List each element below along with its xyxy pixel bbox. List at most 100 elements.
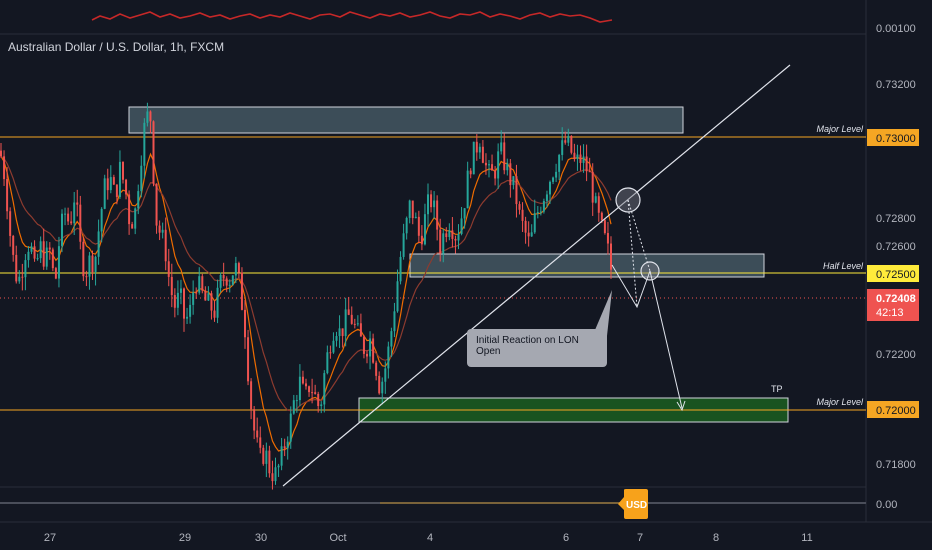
half-level-badge: [867, 265, 919, 282]
candle-body: [411, 200, 414, 219]
candle-body: [536, 212, 539, 214]
time-tick: 30: [255, 532, 267, 544]
candle-body: [237, 263, 240, 273]
candle-body: [30, 246, 33, 252]
major-level-value-top: 0.73000: [876, 133, 916, 145]
annotation-note-text: Initial Reaction on LON Open: [476, 335, 579, 357]
candle-body: [594, 196, 597, 203]
resistance-zone[interactable]: [128, 106, 684, 134]
candle-body: [173, 295, 176, 308]
candle-body: [85, 276, 88, 278]
candle-body: [88, 255, 91, 277]
candle-body: [503, 142, 506, 171]
candle-body: [420, 235, 423, 245]
candle-body: [79, 204, 82, 242]
candle-body: [204, 290, 207, 301]
candle-body: [597, 196, 600, 213]
candle-body: [112, 177, 115, 185]
time-tick: Oct: [329, 532, 346, 544]
candle-body: [600, 212, 603, 221]
candle-body: [454, 238, 457, 241]
annotation-note[interactable]: Initial Reaction on LON Open: [467, 329, 607, 367]
candle-body: [301, 376, 304, 384]
candle-body: [70, 221, 73, 224]
bar-countdown: 42:13: [876, 307, 904, 319]
price-tick: 0.72200: [876, 349, 916, 361]
candle-body: [164, 229, 167, 262]
candle-body: [603, 220, 606, 234]
time-tick: 27: [44, 532, 56, 544]
time-tick: 8: [713, 532, 719, 544]
candle-body: [234, 263, 237, 276]
candle-body: [396, 281, 399, 312]
candle-body: [372, 338, 375, 363]
candle-body: [3, 156, 6, 180]
candle-body: [393, 311, 396, 332]
candle-body: [478, 146, 481, 153]
candle-body: [109, 177, 112, 191]
candle-body: [9, 211, 12, 236]
candle-body: [585, 156, 588, 172]
current-price-badge: [867, 289, 919, 321]
half-level-zone[interactable]: [409, 253, 765, 278]
candle-body: [192, 292, 195, 305]
candle-body: [347, 309, 350, 315]
candle-body: [500, 142, 503, 152]
candle-body: [323, 373, 326, 405]
candle-body: [122, 161, 124, 180]
candle-body: [564, 140, 567, 143]
candle-body: [262, 447, 265, 464]
candle-body: [359, 323, 362, 337]
candle-body: [0, 150, 2, 157]
time-tick: 7: [637, 532, 643, 544]
candle-body: [338, 328, 341, 337]
candle-body: [271, 473, 274, 482]
candle-body: [484, 162, 487, 166]
major-level-value-bottom: 0.72000: [876, 405, 916, 417]
candle-body: [375, 362, 378, 376]
candle-body: [179, 288, 182, 293]
candle-body: [430, 194, 433, 208]
candle-body: [399, 256, 402, 282]
candle-body: [527, 232, 530, 237]
candle-body: [427, 194, 429, 215]
target-arrow-head: [676, 400, 686, 412]
candle-body: [402, 233, 405, 257]
candle-body: [472, 141, 475, 175]
candle-body: [57, 246, 60, 279]
candle-body: [143, 122, 146, 166]
usd-badge[interactable]: [618, 489, 648, 519]
candle-body: [216, 287, 219, 318]
ascending-trendline[interactable]: [282, 64, 791, 487]
candle-body: [36, 258, 39, 260]
candle-body: [561, 140, 564, 155]
candle-body: [491, 164, 494, 171]
candle-body: [488, 164, 490, 166]
candle-body: [103, 178, 106, 209]
candle-body: [94, 256, 97, 272]
candle-body: [552, 177, 555, 182]
candle-body: [436, 200, 439, 230]
half-level-label: Half Level: [823, 261, 864, 271]
candle-body: [356, 323, 359, 325]
candle-body: [445, 233, 448, 238]
candle-body: [451, 230, 454, 239]
candle-body: [387, 346, 390, 369]
candle-body: [610, 243, 612, 270]
major-level-badge-bottom: [867, 401, 919, 418]
candle-body: [115, 184, 118, 197]
candle-body: [118, 161, 121, 197]
time-tick: 11: [801, 532, 812, 544]
candle-body: [378, 375, 381, 394]
candle-body: [253, 409, 256, 431]
candle-body: [417, 216, 420, 236]
candle-body: [524, 220, 527, 233]
chart-title: Australian Dollar / U.S. Dollar, 1h, FXC…: [8, 40, 225, 54]
candle-body: [320, 404, 323, 407]
candle-body: [545, 194, 548, 201]
candle-body: [64, 213, 67, 215]
candle-body: [567, 135, 570, 143]
major-level-label-top: Major Level: [816, 124, 864, 134]
candle-body: [131, 224, 134, 229]
